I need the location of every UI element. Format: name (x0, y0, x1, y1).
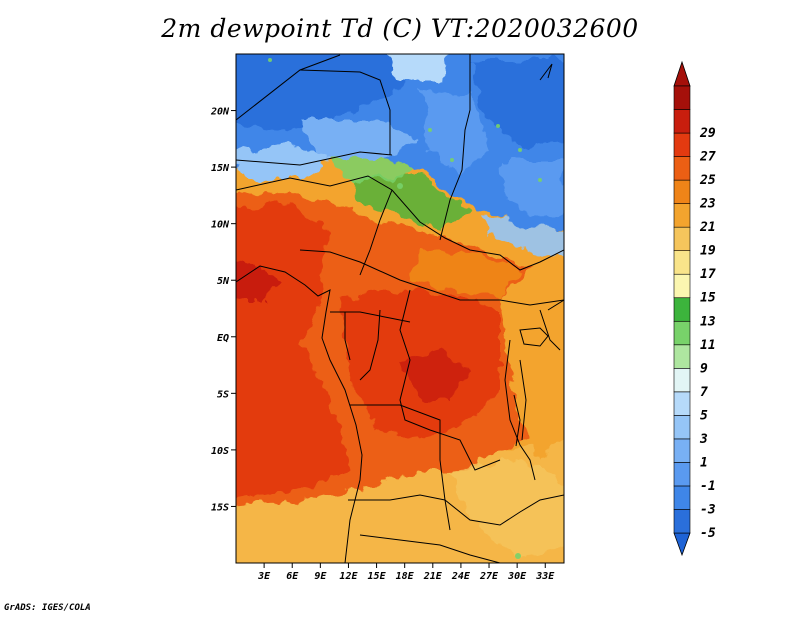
colorbar-swatch (673, 179, 691, 204)
colorbar-swatch (673, 109, 691, 134)
colorbar-label: 29 (699, 126, 716, 141)
colorbar-swatch (673, 485, 691, 510)
colorbar-swatch (673, 415, 691, 440)
colorbar-swatch (673, 509, 691, 534)
lat-tick-label: 15N (211, 163, 230, 174)
lat-tick-label: 5N (217, 276, 230, 287)
colorbar-swatch (673, 203, 691, 228)
colorbar-label: 9 (700, 361, 708, 376)
colorbar-label: 21 (699, 220, 716, 235)
colorbar-label: 1 (700, 455, 708, 470)
latitude-axis: 20N 15N 10N 5N EQ 5S 10S 15S (210, 107, 236, 513)
colorbar-swatch (673, 320, 691, 346)
colorbar-label: 15 (700, 291, 716, 306)
map-title: 2m dewpoint Td (C) VT:2020032600 (161, 14, 639, 43)
colorbar-label: -5 (700, 526, 716, 541)
colorbar-label: 25 (699, 173, 716, 188)
lat-tick-label: EQ (217, 333, 229, 344)
lon-tick-label: 18E (396, 571, 415, 582)
colorbar-label: 17 (700, 267, 716, 282)
colorbar-label: 27 (699, 150, 716, 165)
colorbar-label: -1 (700, 479, 716, 494)
colorbar-label: 19 (700, 244, 716, 259)
colorbar-swatch (673, 297, 691, 322)
colorbar-swatch (673, 85, 691, 110)
colorbar-label: 13 (700, 314, 716, 329)
plot-frame (235, 53, 565, 564)
colorbar-swatch (673, 156, 691, 181)
colorbar-label: 5 (700, 408, 708, 423)
lon-tick-label: 15E (368, 571, 387, 582)
lat-tick-label: 20N (210, 107, 230, 118)
colorbar-swatch (673, 462, 691, 487)
lon-tick-label: 9E (314, 571, 327, 582)
colorbar-top-arrow (673, 60, 691, 87)
colorbar-label: 23 (699, 197, 716, 212)
colorbar-label: 11 (700, 338, 716, 353)
lat-tick-label: 15S (211, 502, 229, 513)
colorbar-swatch (673, 250, 691, 275)
colorbar-swatch (673, 132, 691, 157)
colorbar-swatch (673, 344, 691, 369)
lon-tick-label: 6E (286, 571, 299, 582)
colorbar-bottom-arrow (673, 532, 691, 557)
colorbar-swatch (673, 226, 691, 251)
colorbar-label: -3 (700, 502, 716, 517)
colorbar-label: 3 (699, 432, 708, 447)
colorbar-swatch (673, 368, 691, 393)
colorbar-label: 7 (700, 385, 708, 400)
colorbar-swatch (673, 438, 691, 463)
dewpoint-field (236, 54, 564, 563)
colorbar-swatch (673, 273, 691, 299)
credit-text: GrADS: IGES/COLA (4, 603, 91, 613)
lon-tick-label: 12E (339, 571, 358, 582)
lon-tick-label: 30E (507, 571, 527, 582)
lon-tick-label: 21E (423, 571, 443, 582)
lon-tick-label: 24E (451, 571, 471, 582)
lon-tick-label: 33E (535, 571, 555, 582)
lat-tick-label: 5S (217, 389, 229, 400)
lon-tick-label: 3E (257, 571, 271, 582)
colorbar-swatch (673, 391, 691, 416)
lat-tick-label: 10N (211, 220, 230, 231)
lat-tick-label: 10S (211, 446, 229, 457)
lon-tick-label: 27E (479, 571, 499, 582)
longitude-axis: 3E 6E 9E 12E 15E 18E 21E 24E 27E 30E 33E (257, 563, 555, 582)
